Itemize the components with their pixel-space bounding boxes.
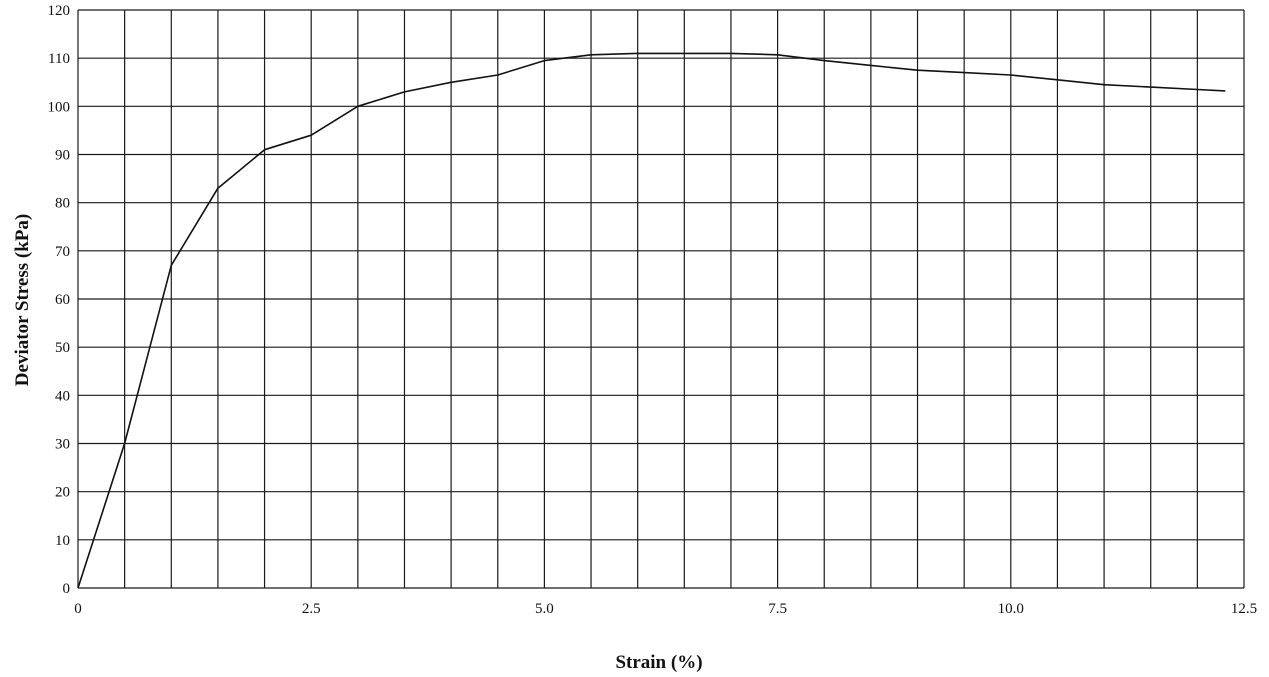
grid — [77, 9, 1245, 589]
x-tick-label: 10.0 — [998, 601, 1024, 617]
x-axis-title: Strain (%) — [615, 652, 702, 673]
y-axis-title: Deviator Stress (kPa) — [12, 214, 33, 386]
x-tick-label: 2.5 — [302, 601, 321, 617]
y-tick-label: 10 — [55, 533, 70, 549]
y-tick-label: 120 — [48, 3, 71, 19]
y-tick-label: 70 — [55, 244, 70, 260]
y-tick-label: 20 — [55, 485, 70, 501]
y-tick-label: 0 — [63, 581, 71, 597]
y-tick-label: 60 — [55, 292, 70, 308]
stress-strain-curve — [77, 52, 1226, 589]
x-tick-label: 7.5 — [768, 601, 787, 617]
y-tick-label: 30 — [55, 437, 70, 453]
y-tick-label: 110 — [48, 51, 70, 67]
x-tick-label: 12.5 — [1231, 601, 1257, 617]
y-tick-label: 100 — [48, 99, 71, 115]
y-tick-label: 50 — [55, 340, 70, 356]
y-tick-label: 90 — [55, 148, 70, 164]
series-layer — [77, 52, 1226, 589]
y-tick-label: 40 — [55, 388, 70, 404]
y-tick-label: 80 — [55, 196, 70, 212]
x-tick-label: 0 — [74, 601, 82, 617]
x-tick-label: 5.0 — [535, 601, 554, 617]
tick-labels: 0 2.5 5.0 7.5 10.0 12.5 0 10 20 30 40 50 60 70 80 90 100… — [48, 3, 1258, 617]
